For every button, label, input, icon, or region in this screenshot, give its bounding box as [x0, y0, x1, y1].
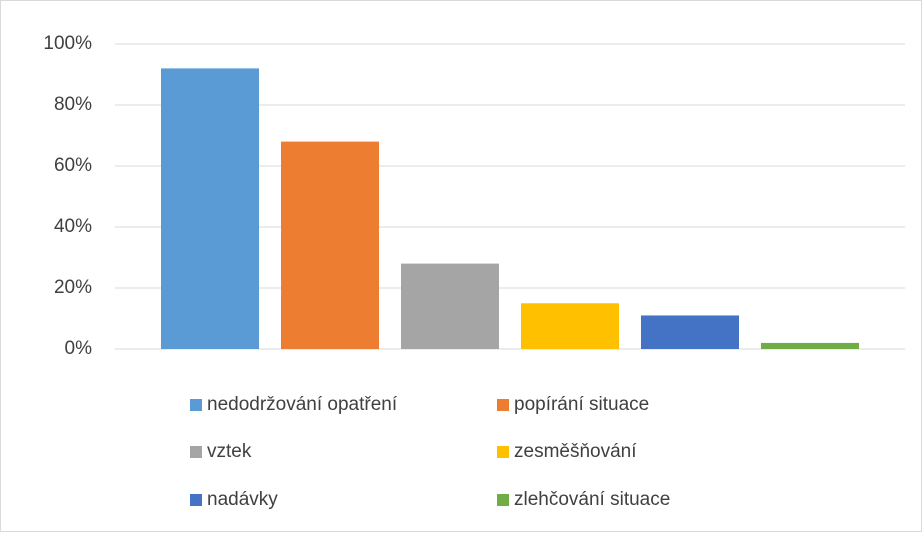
bar: [401, 263, 499, 349]
legend-swatch: [190, 446, 202, 458]
legend-label: nadávky: [207, 489, 278, 510]
y-tick-label: 0%: [65, 338, 93, 359]
bar: [641, 315, 739, 349]
legend-swatch: [190, 494, 202, 506]
legend-label: vztek: [207, 441, 252, 462]
y-tick-label: 40%: [54, 216, 92, 237]
legend-label: popírání situace: [514, 394, 649, 415]
legend-swatch: [497, 446, 509, 458]
legend-swatch: [190, 399, 202, 411]
bar: [281, 141, 379, 349]
legend-swatch: [497, 494, 509, 506]
bar: [761, 342, 859, 349]
y-tick-label: 100%: [43, 33, 92, 54]
legend-label: zesměšňování: [514, 441, 637, 462]
bar: [521, 303, 619, 349]
y-tick-label: 20%: [54, 277, 92, 298]
bar: [161, 68, 259, 350]
y-tick-label: 60%: [54, 155, 92, 176]
legend-label: nedodržování opatření: [207, 394, 398, 415]
legend-swatch: [497, 399, 509, 411]
y-tick-label: 80%: [54, 94, 92, 115]
legend-label: zlehčování situace: [514, 489, 670, 510]
